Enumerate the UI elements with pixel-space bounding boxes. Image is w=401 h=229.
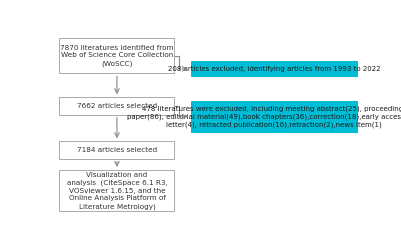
Text: 7870 literatures identified from
Web of Science Core Collection
(WoSCC): 7870 literatures identified from Web of … [60, 45, 174, 67]
Text: 478 literatures were excluded, including meeting abstract(25), proceedings
paper: 478 literatures were excluded, including… [127, 105, 401, 128]
FancyBboxPatch shape [191, 61, 357, 76]
Text: Visualization and
analysis  (CiteSpace 6.1 R3,
VOSviewer 1.6.15, and the
Online : Visualization and analysis (CiteSpace 6.… [67, 172, 167, 210]
FancyBboxPatch shape [59, 170, 174, 211]
FancyBboxPatch shape [59, 97, 174, 115]
Text: 208 articles excluded, identifying articles from 1993 to 2022: 208 articles excluded, identifying artic… [168, 66, 380, 72]
Text: 7662 articles selected: 7662 articles selected [77, 103, 157, 109]
FancyBboxPatch shape [59, 38, 174, 73]
FancyBboxPatch shape [191, 101, 357, 132]
FancyBboxPatch shape [59, 141, 174, 159]
Text: 7184 articles selected: 7184 articles selected [77, 147, 157, 153]
